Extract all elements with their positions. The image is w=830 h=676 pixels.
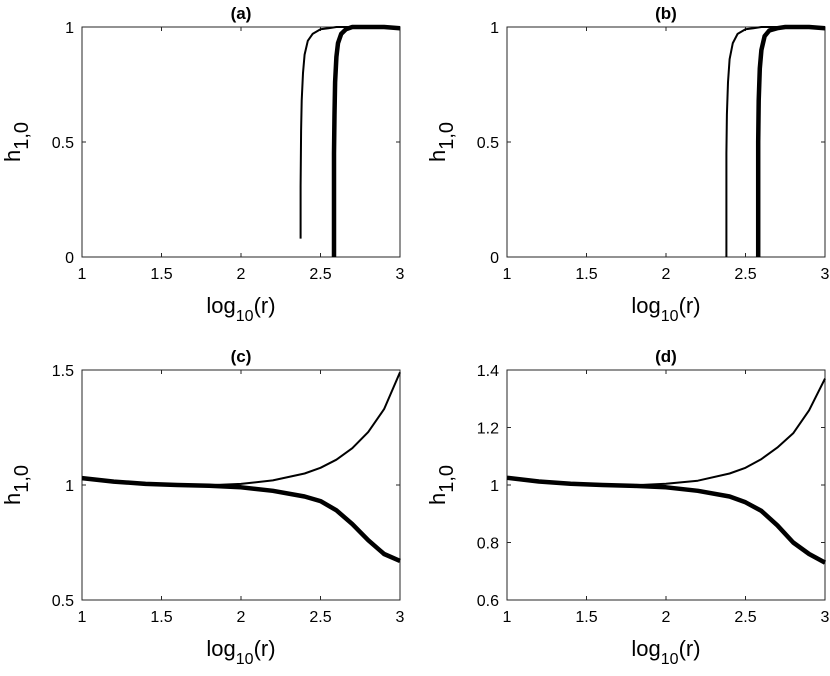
x-tick-label: 1.5: [575, 266, 597, 283]
x-tick-label: 1: [78, 266, 87, 283]
y-tick-label: 0.5: [52, 593, 74, 610]
x-tick-label: 2.5: [734, 266, 756, 283]
y-tick-label: 1.4: [477, 363, 499, 380]
panel-b: 1 1.5 2 2.5 3 0 0.5 1 (b) log10(r) h1,0: [425, 4, 830, 325]
x-tick-label: 2.5: [309, 609, 331, 626]
x-tick-label: 1: [503, 609, 512, 626]
x-tick-label: 1: [78, 609, 87, 626]
x-tick-label: 1.5: [575, 609, 597, 626]
y-axis-label: h1,0: [425, 465, 458, 505]
x-tick-label: 2: [237, 266, 246, 283]
y-tick-label: 0.8: [477, 536, 499, 553]
x-axis-label: log10(r): [631, 293, 700, 325]
y-axis-label: h1,0: [0, 465, 33, 505]
x-tick-label: 3: [396, 609, 405, 626]
x-tick-label: 2: [662, 266, 671, 283]
x-tick-label: 2: [237, 609, 246, 626]
y-tick-label: 1: [65, 20, 74, 37]
panel-c: 1 1.5 2 2.5 30.511.5(c)log10(r)h1,0: [0, 347, 405, 668]
y-tick-label: 0.5: [477, 135, 499, 152]
panel-title: (b): [655, 4, 677, 23]
y-tick-label: 1: [65, 478, 74, 495]
x-tick-label: 2.5: [309, 266, 331, 283]
x-tick-label: 3: [821, 609, 830, 626]
panel-title: (c): [231, 347, 252, 366]
x-tick-label: 1.5: [150, 266, 172, 283]
panel-title: (a): [231, 4, 252, 23]
x-axis-label: log10(r): [631, 636, 700, 668]
x-axis-label: log10(r): [206, 293, 275, 325]
series-line-thick: [755, 24, 826, 257]
panel-d: 1 1.5 2 2.5 3 0.6 0.8 1 1.2 1.4 (d) log10(r) h1,0: [425, 347, 830, 668]
y-tick-label: 1: [490, 20, 499, 37]
x-tick-label: 1.5: [150, 609, 172, 626]
y-axis-label: h1,0: [425, 122, 458, 162]
y-tick-label: 1.2: [477, 421, 499, 438]
y-tick-label: 0: [65, 250, 74, 267]
axes-box: [506, 369, 826, 601]
y-tick-label: 0.5: [52, 135, 74, 152]
x-tick-label: 1: [503, 266, 512, 283]
panel-a: 1 1.5 2 2.5 3 0 0.5 1 (a) log10(r) h1,0: [0, 4, 405, 325]
panel-title: (d): [655, 347, 677, 366]
axes-box: [506, 26, 826, 258]
x-tick-label: 2: [662, 609, 671, 626]
y-tick-label: 0.6: [477, 593, 499, 610]
y-tick-label: 1.5: [52, 363, 74, 380]
series-line-thick: [81, 475, 401, 563]
y-axis-label: h1,0: [0, 122, 33, 162]
x-tick-label: 2.5: [734, 609, 756, 626]
x-tick-label: 3: [821, 266, 830, 283]
y-tick-label: 1: [490, 478, 499, 495]
series-line-thick: [506, 475, 827, 565]
x-tick-label: 3: [396, 266, 405, 283]
x-axis-label: log10(r): [206, 636, 275, 668]
axes-box: [81, 26, 401, 258]
series-line-thick: [331, 24, 401, 257]
y-tick-label: 0: [490, 250, 499, 267]
